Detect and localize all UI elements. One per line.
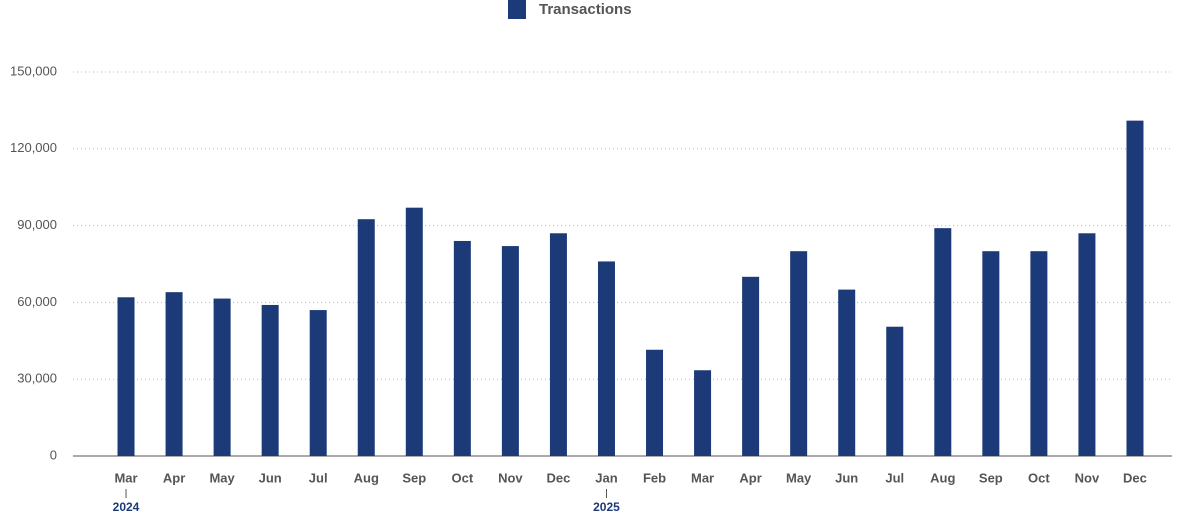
- x-tick-label: Mar: [691, 470, 714, 485]
- bar: [790, 251, 808, 456]
- x-tick-label: Dec: [547, 470, 571, 485]
- x-tick-label: Sep: [402, 470, 426, 485]
- year-label: 2025: [593, 500, 620, 514]
- bar: [453, 240, 471, 456]
- y-tick-label: 60,000: [17, 294, 57, 309]
- bar: [261, 304, 279, 456]
- x-tick-label: Jun: [835, 470, 858, 485]
- x-tick-label: Aug: [930, 470, 955, 485]
- y-tick-label: 150,000: [10, 63, 57, 78]
- x-tick-label: Feb: [643, 470, 666, 485]
- bar: [886, 326, 904, 456]
- bar: [646, 349, 664, 456]
- bar: [213, 298, 231, 456]
- bar: [501, 246, 519, 456]
- x-tick-label: Jul: [309, 470, 328, 485]
- y-tick-label: 30,000: [17, 371, 57, 386]
- x-tick-label: Aug: [354, 470, 379, 485]
- bar: [1078, 233, 1096, 456]
- x-tick-label: Sep: [979, 470, 1003, 485]
- bar: [309, 310, 327, 456]
- bar: [117, 297, 135, 456]
- x-tick-label: Nov: [1075, 470, 1100, 485]
- y-tick-label: 0: [50, 447, 57, 462]
- x-tick-label: Jun: [259, 470, 282, 485]
- bar: [1126, 120, 1144, 456]
- x-tick-label: Mar: [114, 470, 137, 485]
- x-tick-label: Jul: [885, 470, 904, 485]
- x-tick-label: Oct: [452, 470, 474, 485]
- bar: [549, 233, 567, 456]
- x-tick-label: May: [786, 470, 812, 485]
- x-tick-label: Apr: [163, 470, 185, 485]
- y-tick-label: 120,000: [10, 140, 57, 155]
- bar: [694, 370, 712, 456]
- bar: [165, 292, 183, 456]
- bar: [597, 261, 615, 456]
- x-tick-label: May: [209, 470, 235, 485]
- bar: [742, 276, 760, 456]
- bar: [934, 228, 952, 456]
- x-tick-label: Jan: [595, 470, 617, 485]
- x-tick-label: Apr: [739, 470, 761, 485]
- legend-swatch: [508, 0, 526, 19]
- x-tick-label: Nov: [498, 470, 523, 485]
- x-tick-label: Oct: [1028, 470, 1050, 485]
- bar: [357, 219, 375, 456]
- year-label: 2024: [113, 500, 140, 514]
- y-tick-label: 90,000: [17, 217, 57, 232]
- bar: [1030, 251, 1048, 456]
- bar: [982, 251, 1000, 456]
- x-tick-label: Dec: [1123, 470, 1147, 485]
- bar: [405, 207, 423, 456]
- bar: [838, 289, 856, 456]
- legend-label: Transactions: [539, 1, 632, 18]
